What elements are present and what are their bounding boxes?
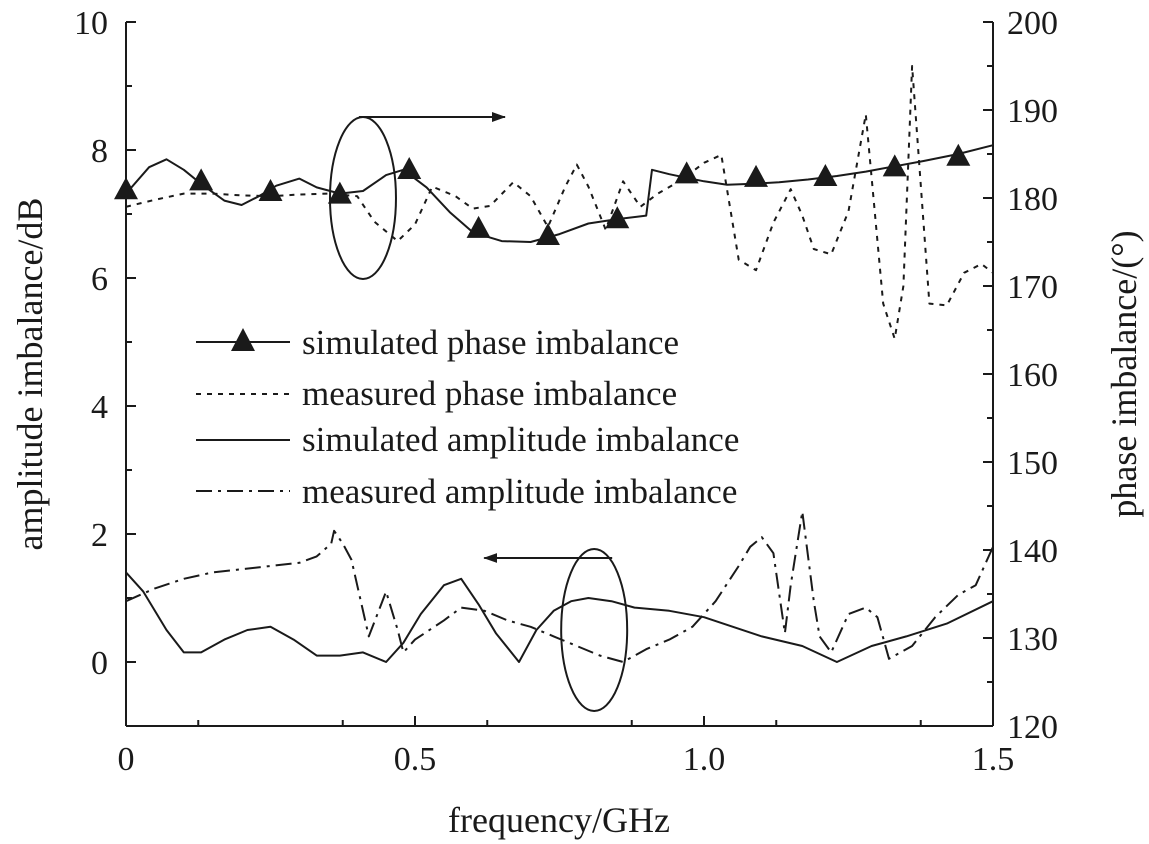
annotation-ellipse-left — [560, 548, 629, 712]
triangle-marker — [397, 156, 422, 179]
legend-item-simulated-amplitude: simulated amplitude imbalance — [196, 420, 739, 459]
y-left-tick-label: 6 — [91, 261, 108, 298]
x-tick-label: 0 — [118, 741, 135, 778]
x-tick-label: 0.5 — [394, 741, 437, 778]
x-tick-label: 1.5 — [972, 741, 1015, 778]
legend-triangle-marker — [231, 328, 255, 351]
triangle-marker — [813, 164, 838, 186]
y-right-tick-label: 140 — [1007, 533, 1058, 570]
legend: simulated phase imbalance measured phase… — [196, 323, 739, 511]
annotation-layer — [328, 112, 629, 712]
legend-label-measured-phase: measured phase imbalance — [302, 374, 677, 413]
y-right-ticks: 120 130 140 150 160 170 180 190 200 — [983, 5, 1058, 746]
x-axis-label: frequency/GHz — [448, 800, 670, 840]
triangle-marker — [674, 161, 699, 184]
series-measured-amplitude-imbalance — [125, 510, 994, 663]
triangle-marker — [258, 178, 283, 201]
legend-item-measured-amplitude: measured amplitude imbalance — [196, 472, 737, 511]
legend-item-simulated-phase: simulated phase imbalance — [196, 323, 679, 362]
legend-label-measured-amplitude: measured amplitude imbalance — [302, 472, 737, 511]
triangle-marker — [535, 222, 560, 245]
y-left-tick-label: 8 — [91, 133, 108, 170]
y-right-tick-label: 160 — [1007, 357, 1058, 394]
series-simulated-amplitude-imbalance — [125, 571, 994, 663]
legend-label-simulated-amplitude: simulated amplitude imbalance — [302, 420, 739, 459]
y-right-tick-label: 120 — [1007, 709, 1058, 746]
y-axis-left-label: amplitude imbalance/dB — [10, 198, 50, 551]
x-tick-label: 1.0 — [683, 741, 726, 778]
y-right-tick-label: 180 — [1007, 181, 1058, 218]
y-right-tick-label: 130 — [1007, 621, 1058, 658]
triangle-marker — [744, 164, 769, 187]
triangle-marker — [946, 143, 971, 166]
legend-label-simulated-phase: simulated phase imbalance — [302, 323, 679, 362]
y-axis-right-label: phase imbalance/(°) — [1104, 230, 1144, 517]
y-right-tick-label: 200 — [1007, 5, 1058, 42]
y-left-tick-label: 0 — [91, 645, 108, 682]
y-left-ticks: 0 2 4 6 8 10 — [74, 5, 136, 727]
y-right-tick-label: 190 — [1007, 93, 1058, 130]
series-simulated-phase-imbalance — [125, 144, 994, 243]
series-layer — [114, 65, 994, 663]
triangle-marker — [605, 206, 630, 229]
y-left-tick-label: 4 — [91, 389, 108, 426]
y-left-tick-label: 2 — [91, 517, 108, 554]
triangle-marker — [327, 181, 352, 204]
y-right-tick-label: 150 — [1007, 445, 1058, 482]
x-ticks: 0 0.5 1.0 1.5 — [118, 716, 1015, 778]
triangle-marker — [189, 168, 214, 191]
y-right-tick-label: 170 — [1007, 269, 1058, 306]
triangle-marker — [114, 177, 138, 200]
triangle-marker — [466, 215, 491, 238]
y-left-tick-label: 10 — [74, 5, 108, 42]
series-measured-phase-imbalance — [125, 65, 994, 340]
triangle-marker — [882, 154, 907, 177]
legend-item-measured-phase: measured phase imbalance — [196, 374, 677, 413]
